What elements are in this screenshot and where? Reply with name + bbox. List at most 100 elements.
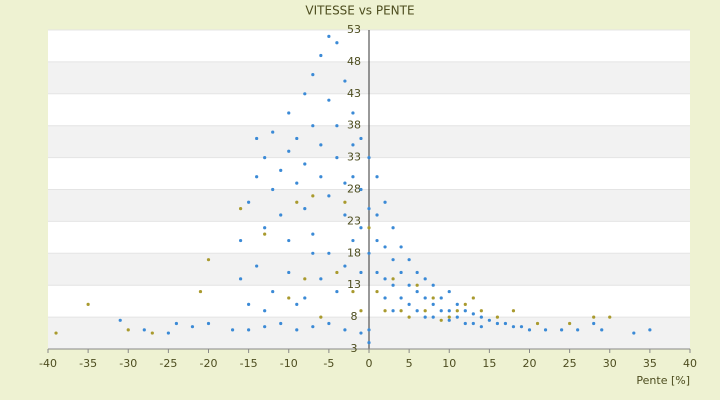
point [423, 277, 427, 281]
point [351, 238, 355, 243]
point [359, 136, 363, 141]
point [319, 315, 323, 319]
point [311, 194, 315, 198]
x-tick-label: -35 [79, 357, 97, 370]
point [319, 143, 323, 147]
point [431, 302, 435, 306]
point [415, 270, 419, 275]
point [391, 283, 395, 287]
point [311, 73, 315, 77]
x-tick-label: -20 [200, 357, 218, 370]
point [407, 315, 411, 319]
point [367, 226, 371, 230]
point [560, 328, 564, 332]
point [576, 328, 580, 332]
point [351, 289, 355, 294]
point [327, 34, 331, 38]
point [343, 213, 347, 217]
point [166, 331, 170, 335]
point [311, 124, 315, 128]
point [415, 309, 419, 313]
point [487, 318, 491, 322]
point [263, 156, 267, 160]
point [198, 289, 203, 294]
point [648, 328, 652, 332]
point [447, 309, 451, 313]
y-tick-label: 3 [351, 342, 358, 355]
x-tick-label: 25 [563, 357, 577, 370]
y-tick-label: 18 [347, 246, 361, 259]
point [592, 321, 596, 326]
x-tick-label: 5 [406, 357, 413, 370]
point [319, 53, 323, 58]
point [511, 325, 516, 329]
point [263, 309, 267, 313]
point [335, 41, 339, 45]
point [359, 331, 363, 335]
x-tick-label: 0 [366, 357, 373, 370]
point [239, 207, 243, 211]
point [447, 318, 451, 322]
point [375, 289, 379, 294]
point [367, 341, 371, 345]
point [351, 111, 355, 115]
point [447, 315, 451, 319]
point [375, 213, 379, 217]
point [383, 277, 387, 281]
y-tick-label: 28 [347, 183, 361, 196]
point [86, 302, 90, 306]
point [407, 302, 411, 306]
point [543, 328, 548, 332]
point [206, 258, 211, 262]
point [423, 296, 427, 300]
point [343, 79, 347, 83]
x-tick-label: -40 [39, 357, 57, 370]
point [431, 296, 435, 300]
point [383, 296, 387, 300]
point [463, 302, 467, 306]
point [399, 245, 403, 249]
point [319, 277, 323, 281]
y-tick-label: 33 [347, 151, 361, 164]
point [142, 328, 146, 332]
point [54, 331, 58, 335]
point [359, 226, 363, 230]
point [239, 277, 243, 281]
point [255, 175, 259, 179]
x-tick-label: 30 [603, 357, 617, 370]
point [608, 315, 612, 319]
y-tick-label: 53 [347, 23, 361, 36]
point [471, 321, 475, 326]
point [375, 270, 379, 275]
point [399, 296, 403, 300]
y-tick-label: 13 [347, 278, 361, 291]
point [367, 251, 371, 255]
point [391, 277, 395, 281]
point [327, 251, 331, 255]
point [295, 328, 299, 332]
point [463, 321, 467, 326]
point [271, 130, 275, 134]
x-tick-label: -15 [240, 357, 258, 370]
point [399, 309, 403, 313]
point [335, 124, 339, 128]
point [391, 258, 395, 262]
point [351, 175, 355, 179]
point [471, 312, 475, 316]
point [632, 331, 636, 335]
point [279, 321, 283, 326]
point [439, 296, 443, 300]
point [463, 309, 467, 313]
y-tick-label: 8 [351, 310, 358, 323]
x-tick-label: -10 [280, 357, 298, 370]
point [359, 309, 363, 313]
point [600, 328, 604, 332]
point [375, 238, 379, 243]
point [303, 296, 307, 300]
point [206, 321, 211, 326]
point [415, 283, 419, 287]
x-axis-label: Pente [%] [636, 374, 690, 387]
point [327, 194, 331, 198]
point [383, 245, 387, 249]
point [511, 309, 516, 313]
